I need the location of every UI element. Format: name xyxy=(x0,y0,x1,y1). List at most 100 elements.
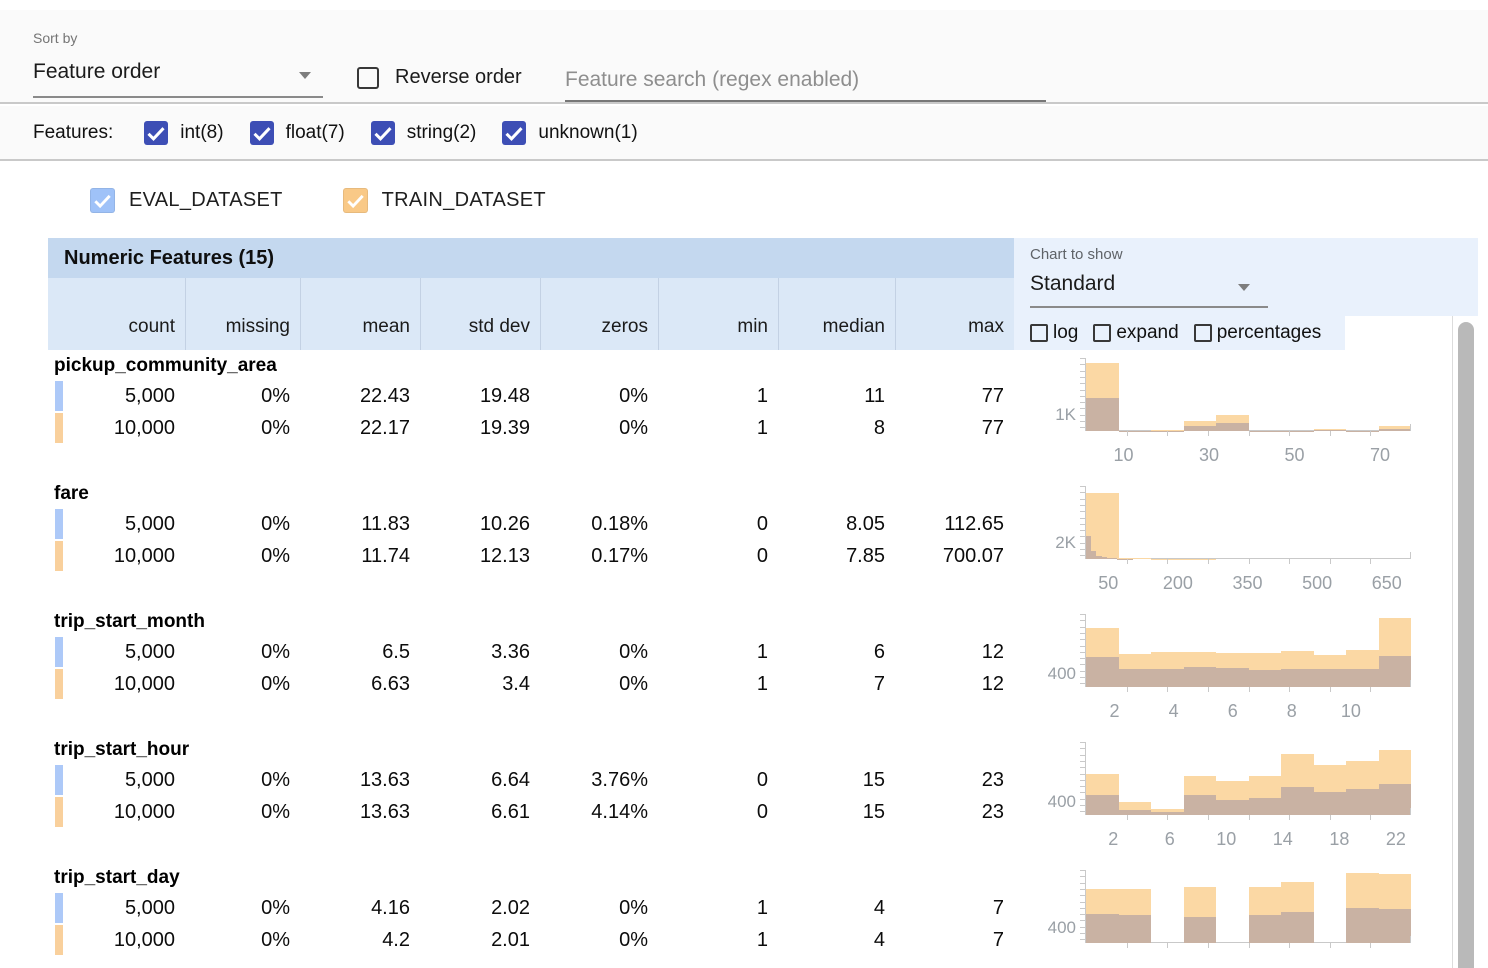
stat-cell: 0 xyxy=(756,512,768,535)
hist-bar-train_dataset xyxy=(1151,808,1184,815)
reverse-order-checkbox[interactable] xyxy=(357,66,379,89)
stat-cell: 11 xyxy=(864,384,885,407)
expand-checkbox[interactable] xyxy=(1093,324,1112,342)
checked-checkbox[interactable] xyxy=(502,120,527,145)
x-axis-tick xyxy=(1207,687,1209,692)
checked-checkbox[interactable] xyxy=(144,120,169,145)
hist-bar-eval_dataset xyxy=(1346,907,1379,943)
feature-type-filter-int[interactable]: int(8) xyxy=(144,120,224,145)
histogram-plot-trip_start_month xyxy=(1080,614,1411,692)
train-dataset-swatch xyxy=(55,413,63,443)
stat-cell: 6.64 xyxy=(491,768,530,791)
stat-cell: 0% xyxy=(619,416,648,439)
chart-type-select[interactable]: Standard xyxy=(1030,266,1268,308)
chart-option-log[interactable]: log xyxy=(1030,322,1078,344)
stat-cell: 8.05 xyxy=(846,512,885,535)
sort-order-select[interactable]: Feature order xyxy=(33,54,323,98)
stats-row-train: 10,000 0% 6.63 3.4 0% 1 7 12 xyxy=(48,668,1014,700)
y-axis-tick xyxy=(1080,376,1086,378)
histogram-trip_start_day: 400 xyxy=(1014,864,1454,968)
y-axis-tick xyxy=(1080,926,1086,928)
chart-option-checkboxes: log expand percentages xyxy=(1014,316,1345,350)
chevron-down-icon xyxy=(1238,284,1250,291)
y-axis-label: 400 xyxy=(1047,917,1076,937)
y-axis-tick xyxy=(1080,536,1086,538)
x-axis-tick xyxy=(1167,943,1169,948)
hist-bar-eval_dataset xyxy=(1112,558,1118,559)
feature-list: pickup_community_area 5,000 0% 22.43 19.48 0%… xyxy=(0,352,1488,968)
x-axis-tick xyxy=(1126,687,1128,692)
stat-cell: 5,000 xyxy=(124,640,175,663)
column-header-median: median xyxy=(778,278,895,350)
dataset-toggle-eval_dataset[interactable]: EVAL_DATASET xyxy=(90,188,283,213)
feature-group-trip_start_day: trip_start_day 5,000 0% 4.16 2.02 0% 1 4 7 10,000… xyxy=(0,864,1488,968)
checkmark-icon xyxy=(147,126,165,141)
x-axis-tick xyxy=(1370,559,1372,564)
x-axis-end-tick xyxy=(1410,680,1411,687)
eval-dataset-swatch xyxy=(55,637,63,667)
x-axis-end-tick xyxy=(1410,808,1411,815)
train-dataset-swatch xyxy=(55,925,63,955)
feature-type-filter-float[interactable]: float(7) xyxy=(249,120,345,145)
stat-cell: 22.43 xyxy=(359,384,410,407)
percentages-checkbox[interactable] xyxy=(1193,324,1212,342)
y-axis-tick xyxy=(1080,754,1086,756)
feature-search-input[interactable] xyxy=(565,60,1046,100)
hist-bar-eval_dataset xyxy=(1086,397,1119,431)
hist-bar-eval_dataset xyxy=(1086,657,1119,687)
y-axis-tick xyxy=(1080,402,1086,404)
x-axis-tick xyxy=(1248,687,1250,692)
vertical-scrollbar-thumb[interactable] xyxy=(1458,322,1474,968)
y-axis-tick xyxy=(1080,530,1086,532)
checked-checkbox[interactable] xyxy=(370,120,395,145)
chart-option-expand[interactable]: expand xyxy=(1093,322,1179,344)
feature-name: trip_start_day xyxy=(54,867,180,888)
stat-cell: 0% xyxy=(261,512,290,535)
vertical-scrollbar-track[interactable] xyxy=(1452,316,1478,968)
stat-cell: 19.48 xyxy=(479,384,530,407)
histogram-fare: 2K 50 200 350 500 650 xyxy=(1014,480,1454,608)
x-axis-end-tick xyxy=(1410,552,1411,559)
hist-bar-eval_dataset xyxy=(1183,795,1216,815)
histogram-plot-pickup_community_area xyxy=(1080,358,1411,436)
x-axis-tick-label: 4 xyxy=(1168,701,1179,721)
log-checkbox[interactable] xyxy=(1030,324,1048,342)
hist-bar-train_dataset xyxy=(1313,429,1346,431)
hist-bar-train_dataset xyxy=(1086,492,1119,559)
chart-option-percentages[interactable]: percentages xyxy=(1193,322,1321,344)
hist-bar-train_dataset xyxy=(1378,426,1411,431)
stat-cell: 22.17 xyxy=(359,416,410,439)
eval-dataset-swatch xyxy=(55,509,63,539)
hist-bar-eval_dataset xyxy=(1118,809,1151,815)
checked-checkbox[interactable] xyxy=(90,188,115,213)
y-axis-tick xyxy=(1080,614,1086,615)
stat-cell: 7.85 xyxy=(846,544,885,567)
feature-name: pickup_community_area xyxy=(54,355,277,376)
checked-checkbox[interactable] xyxy=(249,120,274,145)
y-axis-tick xyxy=(1080,389,1086,391)
stat-cell: 1 xyxy=(756,384,768,407)
x-axis-tick xyxy=(1248,559,1250,564)
checked-checkbox[interactable] xyxy=(342,188,368,213)
feature-type-filter-string[interactable]: string(2) xyxy=(370,120,476,145)
column-header-missing: missing xyxy=(185,278,300,350)
y-axis-tick xyxy=(1080,639,1086,641)
y-axis-tick xyxy=(1080,920,1086,922)
stat-cell: 6 xyxy=(873,640,885,663)
y-axis-tick xyxy=(1080,683,1086,685)
chart-to-show-label: Chart to show xyxy=(1030,246,1123,263)
x-axis-tick-label: 22 xyxy=(1385,829,1406,849)
hist-bar-eval_dataset xyxy=(1151,669,1184,687)
y-axis-tick xyxy=(1080,358,1086,359)
feature-type-filter-unknown[interactable]: unknown(1) xyxy=(502,120,638,145)
dataset-toggle-train_dataset[interactable]: TRAIN_DATASET xyxy=(342,188,546,213)
hist-bar-eval_dataset xyxy=(1183,667,1216,687)
hist-bar-eval_dataset xyxy=(1216,800,1249,815)
numeric-features-title: Numeric Features (15) xyxy=(48,238,1014,278)
stat-cell: 13.63 xyxy=(359,800,410,823)
stats-column-headers: count missing mean std dev zeros min median max xyxy=(48,278,1014,350)
y-axis-tick xyxy=(1080,786,1086,788)
x-axis-tick-label: 50 xyxy=(1098,573,1119,593)
chart-option-label: log xyxy=(1053,322,1079,343)
